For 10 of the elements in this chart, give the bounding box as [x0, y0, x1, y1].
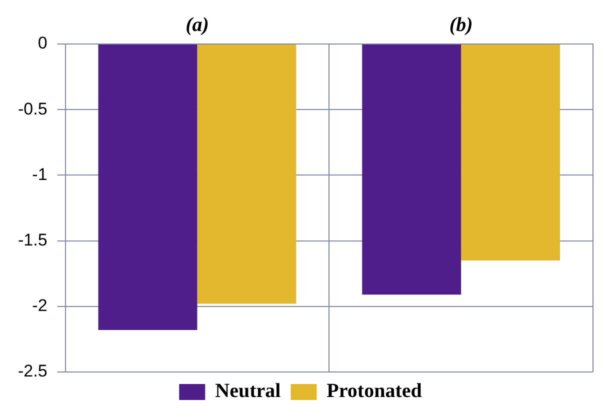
legend-label: Neutral: [215, 380, 282, 402]
y-tick-label: -2.5: [18, 362, 48, 381]
y-tick-label: 0: [38, 34, 48, 53]
y-tick-label: -1.5: [18, 230, 48, 250]
y-tick-label: -0.5: [18, 99, 48, 118]
legend-label: Protonated: [326, 380, 422, 402]
x-tick-label: (b): [449, 14, 473, 36]
y-tick-label: -1: [32, 164, 48, 184]
x-tick-label: (a): [186, 14, 209, 36]
y-tick-label: -2: [32, 296, 48, 316]
